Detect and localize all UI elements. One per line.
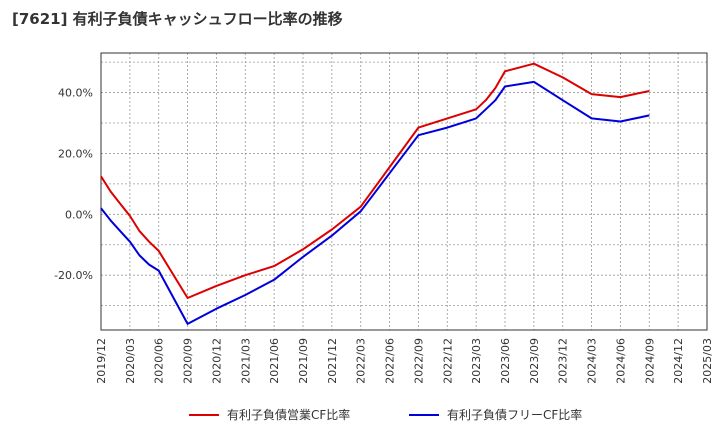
x-tick-label: 2021/12 [326,338,339,384]
legend: 有利子負債営業CF比率 有利子負債フリーCF比率 [189,407,582,422]
x-tick-label: 2019/12 [95,338,108,384]
series-lines [100,62,650,325]
x-tick-label: 2020/03 [124,338,137,384]
x-tick-label: 2020/09 [182,338,195,384]
legend-label-2: 有利子負債フリーCF比率 [447,407,582,422]
y-axis: -20.0% 0.0% 20.0% 40.0% [54,87,93,283]
x-tick-label: 2023/12 [557,338,570,384]
series-line-1 [100,62,650,299]
x-axis: 2019/12 2020/03 2020/06 2020/09 2020/12 2021/… [95,338,714,384]
series-line-2 [100,80,650,325]
chart-title: [7621] 有利子負債キャッシュフロー比率の推移 [12,10,343,28]
x-tick-label: 2022/03 [355,338,368,384]
plot-area-border [100,52,708,331]
x-tick-label: 2024/06 [614,338,627,384]
y-tick-label: 0.0% [65,208,93,221]
x-tick-label: 2024/09 [643,338,656,384]
x-tick-label: 2021/03 [239,338,252,384]
x-tick-label: 2023/09 [528,338,541,384]
x-tick-label: 2021/06 [268,338,281,384]
x-tick-label: 2023/06 [499,338,512,384]
x-tick-label: 2021/09 [297,338,310,384]
x-tick-label: 2023/03 [470,338,483,384]
y-tick-label: 40.0% [58,87,93,100]
x-tick-label: 2022/09 [412,338,425,384]
legend-label-1: 有利子負債営業CF比率 [227,407,350,422]
x-tick-label: 2020/12 [210,338,223,384]
y-tick-label: -20.0% [54,269,93,282]
x-tick-label: 2022/12 [441,338,454,384]
x-tick-label: 2024/03 [586,338,599,384]
x-tick-label: 2025/03 [701,338,714,384]
x-tick-label: 2022/06 [384,338,397,384]
grid-lines [100,53,708,330]
x-tick-label: 2024/12 [672,338,685,384]
y-tick-label: 20.0% [58,147,93,160]
x-tick-label: 2020/06 [153,338,166,384]
